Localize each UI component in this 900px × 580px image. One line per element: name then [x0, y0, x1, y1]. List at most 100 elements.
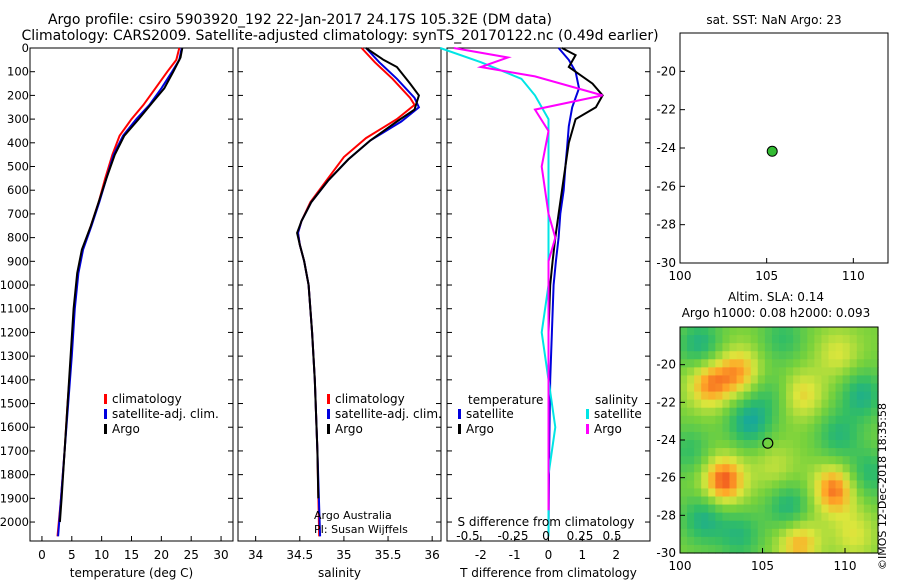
sla-heatmap-cell: [708, 399, 716, 409]
sla-heatmap-cell: [694, 464, 702, 473]
sla-heatmap-cell: [764, 327, 773, 336]
sla-heatmap-cell: [715, 383, 724, 393]
sla-heatmap-cell: [715, 343, 724, 352]
sla-heatmap-cell: [821, 383, 830, 393]
sla-heatmap-cell: [856, 536, 865, 546]
sla-heatmap-cell: [771, 512, 780, 522]
note-argo-australia: Argo Australia: [314, 509, 392, 522]
sla-heatmap-cell: [828, 327, 837, 336]
depth-tick-label: 1000: [0, 278, 29, 292]
sla-heatmap-cell: [708, 456, 716, 465]
sla-heatmap-cell: [722, 383, 731, 393]
sla-heatmap-cell: [687, 359, 695, 368]
sla-heatmap-cell: [793, 335, 801, 344]
sla-heatmap-cell: [856, 472, 865, 481]
sst-map-frame: [679, 32, 889, 264]
sla-heatmap-cell: [729, 351, 738, 360]
depth-tick-label: 800: [7, 231, 29, 245]
sla-heatmap-cell: [779, 383, 787, 393]
sla-heatmap-cell: [764, 448, 773, 457]
sla-map-subtitle: Argo h1000: 0.08 h2000: 0.093: [682, 306, 871, 320]
sla-heatmap-cell: [807, 520, 815, 530]
sla-heatmap-cell: [870, 448, 879, 457]
sla-heatmap-cell: [701, 351, 709, 360]
sla-heatmap-cell: [771, 351, 780, 360]
sla-heatmap-cell: [793, 456, 801, 465]
sla-heatmap-cell: [715, 399, 724, 409]
sla-heatmap-cell: [828, 415, 837, 425]
sla-heatmap-cell: [786, 464, 794, 473]
sla-heatmap-cell: [694, 343, 702, 352]
sla-heatmap-cell: [842, 496, 851, 506]
sla-heatmap-cell: [722, 544, 731, 554]
sla-heatmap-cell: [835, 536, 844, 546]
sla-heatmap-cell: [828, 431, 837, 441]
sla-heatmap-cell: [757, 472, 766, 481]
sla-heatmap-cell: [786, 343, 794, 352]
sla-heatmap-cell: [786, 480, 794, 490]
sla-heatmap-cell: [863, 480, 872, 490]
sla-heatmap-cell: [786, 488, 794, 498]
sla-heatmap-cell: [842, 488, 851, 498]
sla-heatmap-cell: [722, 367, 731, 377]
sla-heatmap-cell: [680, 496, 688, 506]
sla-heatmap-cell: [779, 335, 787, 344]
sla-heatmap-cell: [764, 464, 773, 473]
sla-heatmap-cell: [863, 544, 872, 554]
sla-heatmap-cell: [708, 528, 716, 538]
depth-tick-label: 1700: [0, 444, 29, 458]
sla-heatmap-cell: [814, 472, 823, 481]
sla-heatmap-cell: [835, 383, 844, 393]
sla-heatmap-cell: [821, 488, 830, 498]
sla-heatmap-cell: [680, 415, 688, 425]
sla-heatmap-cell: [821, 415, 830, 425]
sla-heatmap-cell: [736, 528, 745, 538]
sla-heatmap-cell: [715, 544, 724, 554]
series-line-difference-2: [439, 47, 557, 537]
legend-diff-temperature-label: satellite: [466, 407, 514, 421]
sla-heatmap-cell: [828, 359, 837, 368]
sla-heatmap-cell: [835, 343, 844, 352]
x-tick-label: 0: [545, 548, 553, 562]
sla-heatmap-cell: [750, 512, 759, 522]
sla-heatmap-cell: [842, 415, 851, 425]
sla-heatmap-cell: [701, 520, 709, 530]
sla-heatmap-cell: [779, 504, 787, 514]
sla-heatmap-cell: [800, 544, 808, 554]
sla-heatmap-cell: [736, 335, 745, 344]
sla-heatmap-cell: [821, 536, 830, 546]
series-line-difference-3: [453, 47, 603, 511]
sla-heatmap-cell: [842, 480, 851, 490]
sla-heatmap-cell: [715, 335, 724, 344]
sla-heatmap-cell: [694, 536, 702, 546]
sla-heatmap-cell: [736, 375, 745, 385]
sla-heatmap-cell: [729, 496, 738, 506]
legend-diff-temperature-swatch: [458, 409, 461, 419]
sla-heatmap-cell: [743, 367, 752, 377]
sla-heatmap-cell: [750, 359, 759, 368]
sla-heatmap-cell: [687, 367, 695, 377]
sla-heatmap-cell: [779, 488, 787, 498]
sla-heatmap-cell: [814, 431, 823, 441]
sla-heatmap-cell: [715, 415, 724, 425]
sla-heatmap-cell: [687, 431, 695, 441]
sla-heatmap-cell: [863, 456, 872, 465]
sla-heatmap-cell: [842, 351, 851, 360]
sla-heatmap-cell: [870, 431, 879, 441]
legend-diff-salinity-title: salinity: [595, 393, 638, 407]
sla-heatmap-cell: [779, 472, 787, 481]
sla-heatmap-cell: [814, 351, 823, 360]
sla-heatmap-cell: [779, 456, 787, 465]
sla-heatmap-cell: [807, 440, 815, 449]
sla-heatmap-cell: [814, 456, 823, 465]
legend-salinity-label: climatology: [335, 392, 405, 406]
sla-heatmap-cell: [807, 343, 815, 352]
sla-heatmap-cell: [842, 512, 851, 522]
sla-heatmap-cell: [771, 472, 780, 481]
sla-heatmap-cell: [771, 440, 780, 449]
sla-heatmap-cell: [863, 520, 872, 530]
sla-heatmap-cell: [750, 544, 759, 554]
sla-heatmap-cell: [680, 520, 688, 530]
sla-heatmap-cell: [750, 351, 759, 360]
sla-heatmap-cell: [757, 504, 766, 514]
